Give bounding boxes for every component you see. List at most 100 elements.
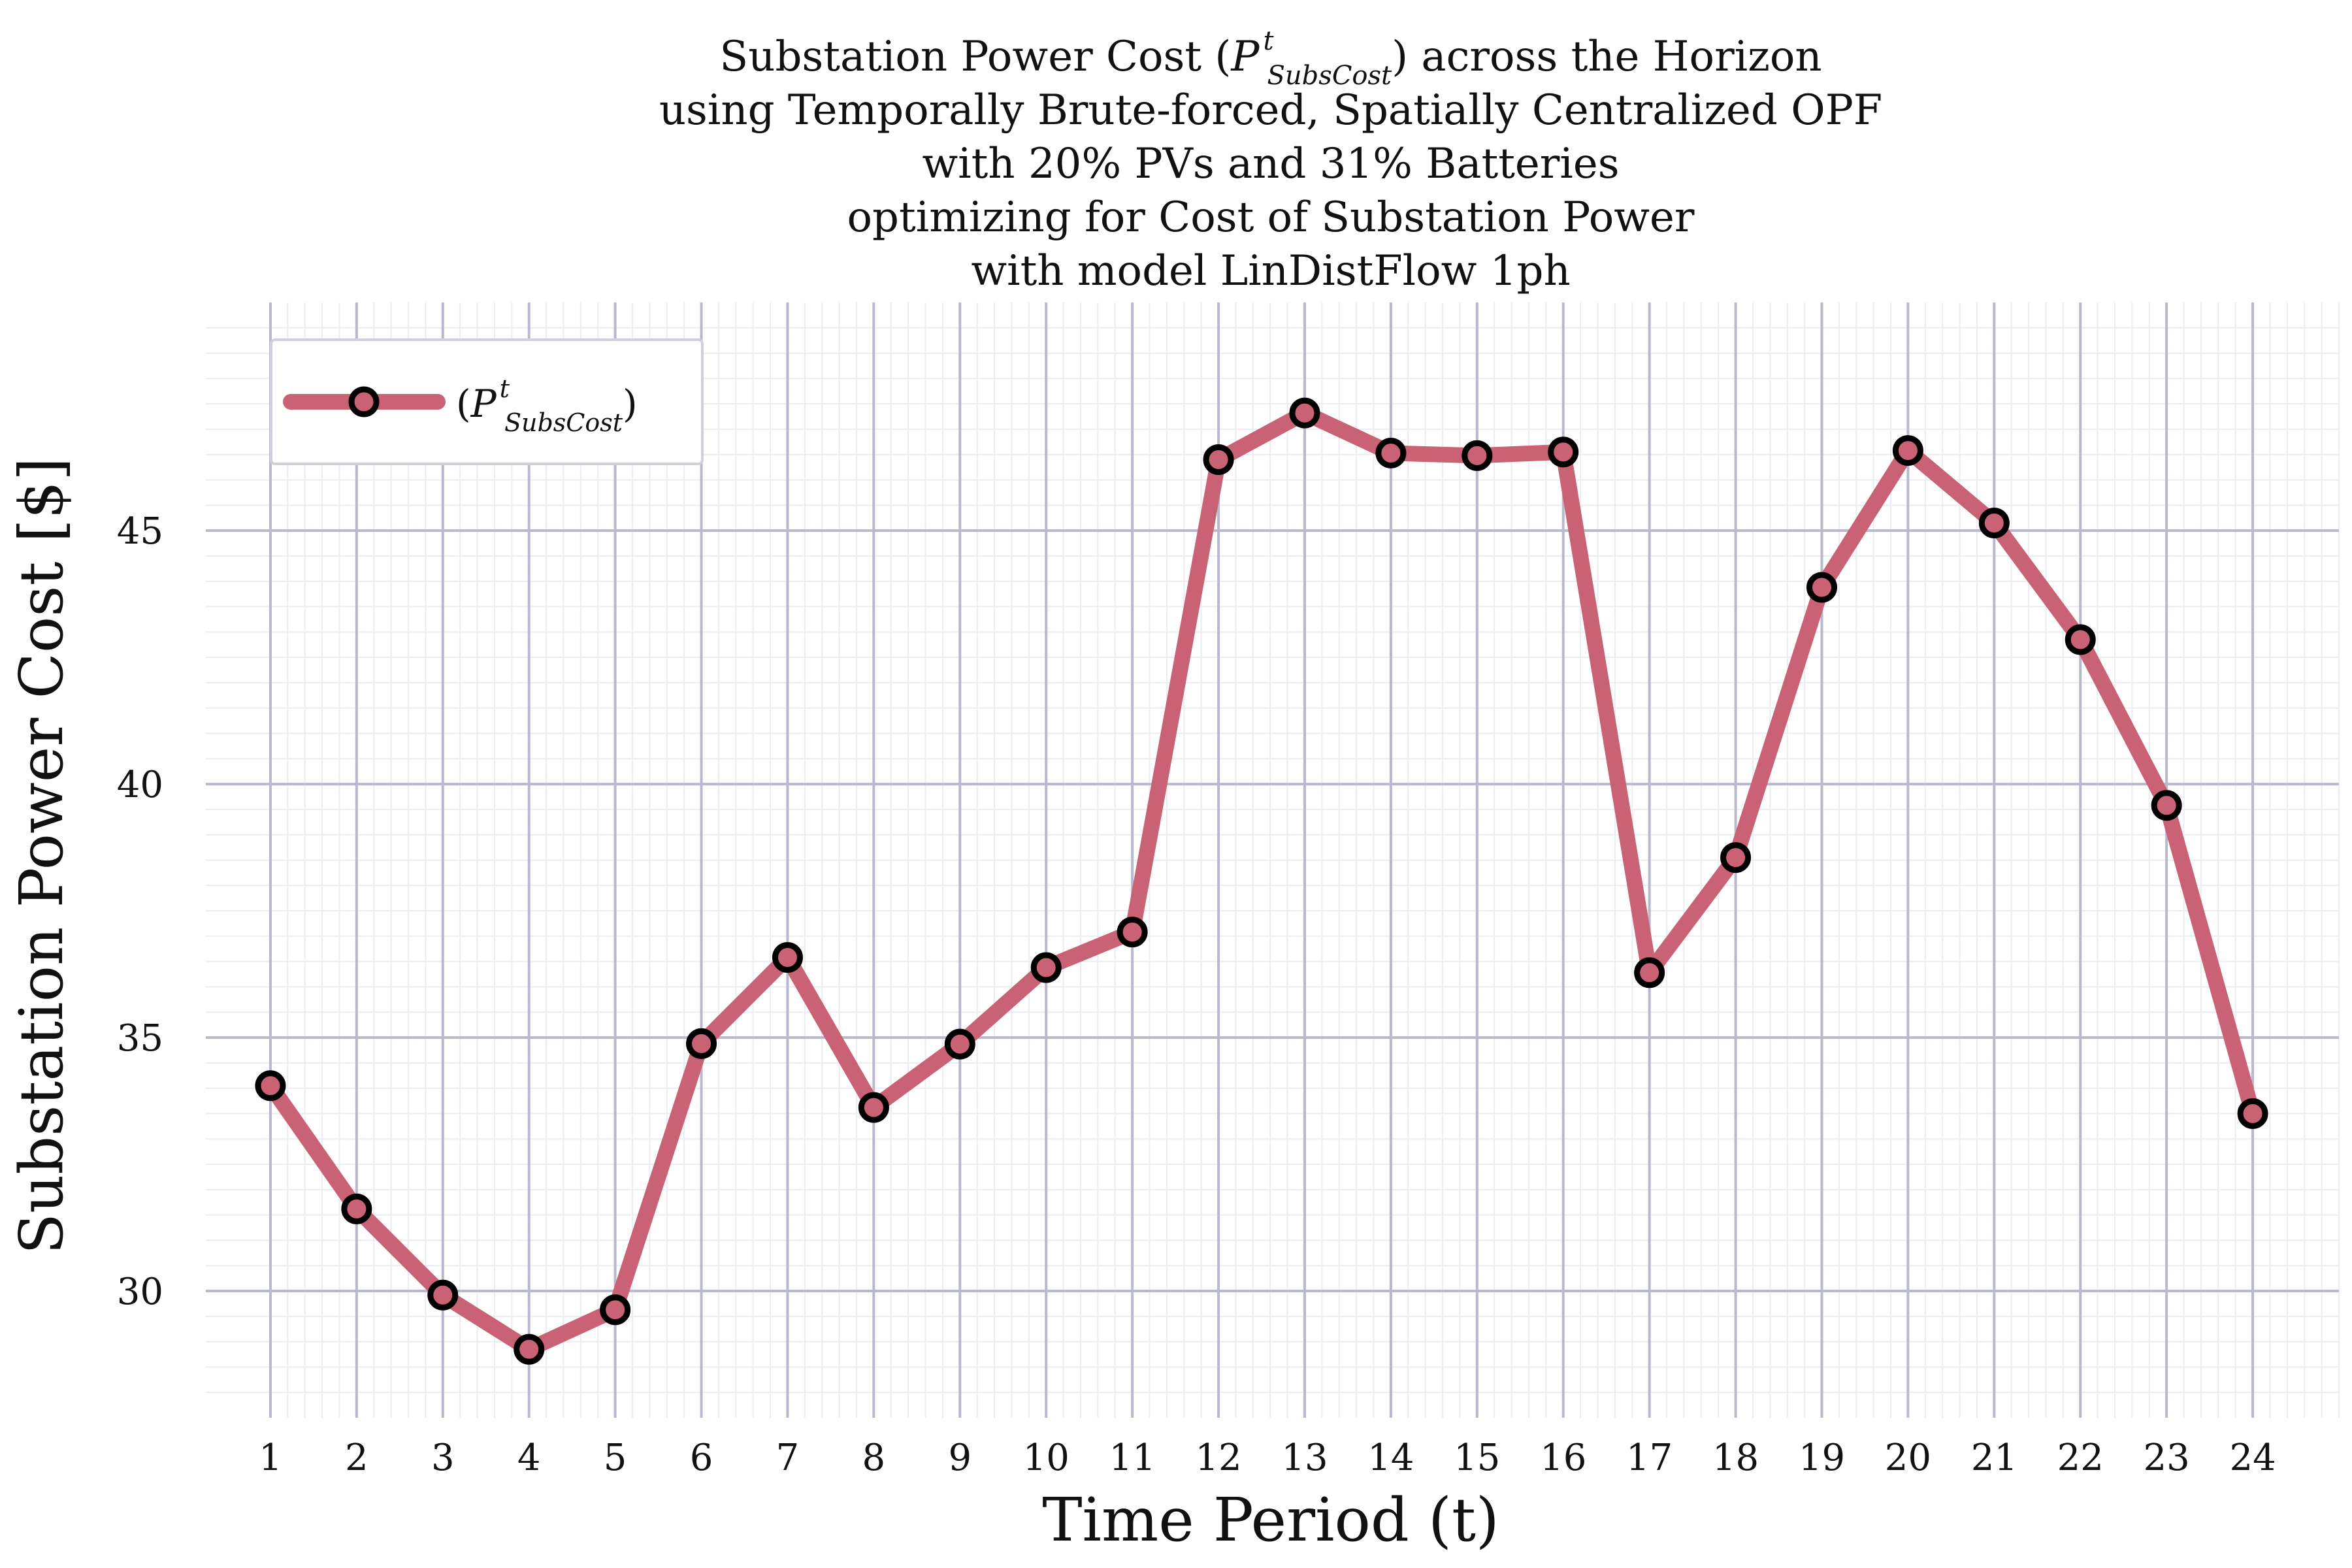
series-data-point: [1117, 917, 1148, 948]
series-data-point: [1548, 436, 1579, 468]
series-line-segment: [1124, 451, 1227, 940]
x-axis-label-text: Time Period (t): [1042, 1485, 1499, 1555]
x-tick-label: 23: [2144, 1437, 2190, 1479]
series-line-segment: [866, 1036, 968, 1116]
legend-label: (P t SubsCost): [456, 374, 638, 437]
x-tick-label: 21: [1971, 1437, 2017, 1479]
x-axis-label: Time Period (t): [1042, 1485, 1499, 1555]
legend-close-paren: ): [623, 382, 638, 426]
series-line-segment: [1038, 924, 1141, 975]
series-data-point: [1203, 444, 1234, 476]
series-line-segment: [1211, 405, 1313, 468]
chart-title-line-1: Substation Power Cost (P t SubsCost) acros…: [719, 26, 1821, 91]
chart-title-line-4: optimizing for Cost of Substation Power: [847, 193, 1695, 242]
x-axis-tick-labels: 1 2 3 4 5 6 7 8 9 10 11 12 13 14 15 16 17 18 19 20 21 22 23 24: [259, 1437, 2276, 1479]
series-data-point: [341, 1193, 372, 1224]
y-axis-tick-labels: 30 35 40 45: [117, 510, 163, 1313]
series-line-segment: [434, 1287, 537, 1358]
title-math-superscript: t: [1263, 26, 1274, 56]
series-data-point: [2065, 624, 2096, 655]
series-data-point: [514, 1333, 545, 1365]
legend: (P t SubsCost): [270, 338, 704, 465]
y-tick-label: 40: [117, 764, 163, 806]
x-tick-label: 17: [1626, 1437, 1673, 1479]
series-data-point: [1030, 952, 1062, 983]
x-tick-label: 22: [2057, 1437, 2104, 1479]
series-line-segment: [2072, 631, 2175, 813]
title-prefix-text: Substation Power Cost (: [719, 33, 1231, 81]
y-tick-label: 35: [117, 1017, 163, 1060]
series-data-point: [1289, 397, 1320, 429]
legend-open-paren: (: [456, 382, 471, 426]
series-line-segment: [348, 1201, 451, 1303]
x-tick-label: 15: [1454, 1437, 1500, 1479]
series-data-point: [2237, 1098, 2268, 1129]
title-math-symbol: P: [1230, 33, 1260, 81]
x-tick-label: 5: [604, 1437, 627, 1479]
series-line-segment: [2159, 797, 2261, 1122]
x-tick-label: 2: [345, 1437, 368, 1479]
y-tick-label: 30: [117, 1271, 163, 1313]
title-suffix-text: ) across the Horizon: [1392, 33, 1822, 81]
series-line-segment: [1727, 580, 1830, 866]
x-tick-label: 24: [2229, 1437, 2276, 1479]
x-tick-label: 12: [1195, 1437, 1241, 1479]
x-tick-label: 11: [1109, 1437, 1155, 1479]
legend-math-subscript: SubsCost: [504, 408, 623, 437]
series-line-segment: [1986, 515, 2089, 647]
x-tick-label: 7: [776, 1437, 800, 1479]
series-data-point: [858, 1092, 889, 1123]
x-tick-label: 20: [1885, 1437, 1931, 1479]
series-line-segment: [521, 1301, 623, 1358]
x-tick-label: 13: [1281, 1437, 1328, 1479]
x-tick-label: 16: [1540, 1437, 1586, 1479]
series-data-point: [686, 1028, 717, 1059]
series-data-point: [1892, 435, 1923, 466]
x-tick-label: 1: [259, 1437, 282, 1479]
x-tick-label: 9: [948, 1437, 972, 1479]
legend-math-symbol: P: [470, 382, 497, 426]
chart-title-line-2: using Temporally Brute-forced, Spatially…: [659, 86, 1882, 135]
series-data-point: [1720, 842, 1752, 874]
series-line-segment: [607, 1036, 710, 1318]
chart-title-line-3: with 20% PVs and 31% Batteries: [922, 140, 1619, 188]
series-data-point: [1634, 957, 1665, 988]
x-tick-label: 4: [517, 1437, 541, 1479]
legend-box: [270, 338, 704, 465]
legend-math-superscript: t: [500, 374, 510, 403]
series-line-segment: [1814, 442, 1916, 596]
series-line-segment: [1555, 444, 1658, 981]
series-data-point: [1462, 440, 1493, 471]
x-tick-label: 14: [1367, 1437, 1414, 1479]
series-data-point: [600, 1294, 631, 1326]
series-data-point: [427, 1279, 459, 1311]
chart-title: Substation Power Cost (P t SubsCost) acros…: [659, 26, 1882, 295]
series-line-segment: [779, 949, 882, 1116]
series-data-point: [1978, 508, 2010, 539]
title-math-subscript: SubsCost: [1267, 61, 1393, 91]
series-data-point: [1375, 437, 1407, 468]
series-line-segment: [1900, 442, 2002, 531]
x-tick-label: 8: [862, 1437, 886, 1479]
y-axis-label: Substation Power Cost [$]: [7, 457, 76, 1254]
x-tick-label: 6: [690, 1437, 713, 1479]
series-data-point: [772, 941, 803, 973]
series-line-segment: [693, 949, 796, 1052]
series-data-point: [2151, 790, 2182, 821]
series-line-segment: [1296, 405, 1399, 461]
x-tick-label: 10: [1023, 1437, 1070, 1479]
x-tick-label: 18: [1712, 1437, 1759, 1479]
series-line-segment: [262, 1077, 365, 1217]
series-data-point: [255, 1070, 286, 1102]
series-line-segment: [952, 959, 1054, 1053]
x-tick-label: 3: [431, 1437, 455, 1479]
x-tick-label: 19: [1799, 1437, 1845, 1479]
series-line-segment: [1641, 849, 1744, 981]
legend-marker-swatch: [348, 386, 380, 417]
series-group: [255, 397, 2268, 1365]
series-data-point: [944, 1028, 975, 1060]
chart-title-line-5: with model LinDistFlow 1ph: [971, 247, 1570, 295]
series-data-point: [1806, 572, 1837, 603]
y-tick-label: 45: [117, 510, 163, 553]
